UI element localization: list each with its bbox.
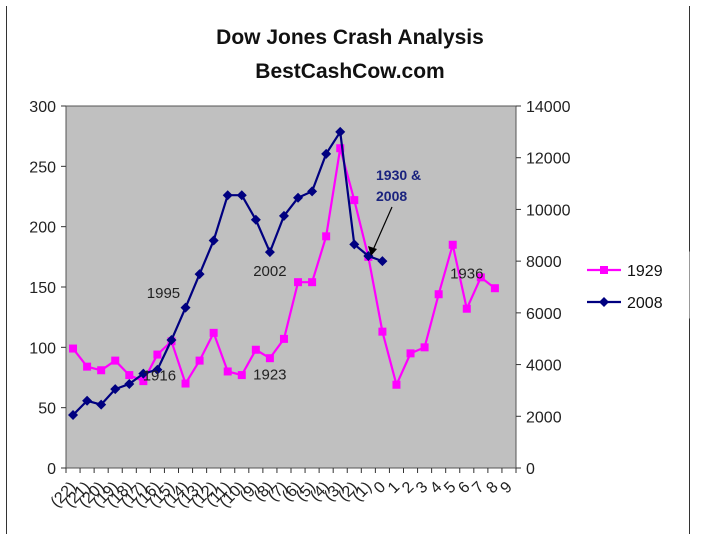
data-point-1929 <box>434 290 443 299</box>
data-point-2008 <box>264 247 275 258</box>
data-point-1929 <box>350 196 359 205</box>
data-point-2008 <box>208 235 219 246</box>
annotation-1995: 1995 <box>147 285 180 302</box>
data-point-1929 <box>265 354 274 363</box>
right-tick-label: 2000 <box>526 409 562 426</box>
data-point-2008 <box>321 148 332 159</box>
plot-area <box>65 105 517 469</box>
annotation-1923: 1923 <box>253 367 286 384</box>
data-point-1929 <box>462 304 471 313</box>
data-point-1929 <box>308 278 317 287</box>
data-point-2008 <box>278 210 289 221</box>
data-point-1929 <box>97 366 106 375</box>
annotation-1930-2008-line2: 2008 <box>376 188 407 204</box>
data-point-2008 <box>124 378 135 389</box>
data-point-1929 <box>153 350 162 359</box>
data-point-2008 <box>82 395 93 406</box>
data-point-1929 <box>490 284 499 293</box>
annotation-2002: 2002 <box>253 263 286 280</box>
annotation-1936: 1936 <box>450 266 483 283</box>
data-point-1929 <box>448 240 457 249</box>
data-point-1929 <box>420 343 429 352</box>
data-point-1929 <box>223 367 232 376</box>
data-point-1929 <box>378 327 387 336</box>
annotation-layer: 1995 1916 2002 1923 1930 & 2008 1936 <box>143 167 484 385</box>
series-layer <box>68 126 499 420</box>
data-point-1929 <box>476 273 485 282</box>
annotation-1930-2008: 1930 & <box>376 167 421 183</box>
data-point-2008 <box>138 368 149 379</box>
right-tick-label: 14000 <box>526 99 571 116</box>
chart-subtitle: BestCashCow.com <box>255 60 444 83</box>
data-point-2008 <box>96 399 107 410</box>
data-point-1929 <box>336 144 345 153</box>
right-tick-label: 12000 <box>526 151 571 168</box>
right-tick-label: 4000 <box>526 358 562 375</box>
data-point-2008 <box>180 302 191 313</box>
data-point-1929 <box>294 278 303 287</box>
legend: 1929 2008 <box>587 263 663 312</box>
right-tick-label: 8000 <box>526 254 562 271</box>
left-tick-label: 150 <box>29 280 56 297</box>
data-point-2008 <box>293 192 304 203</box>
data-point-2008 <box>349 239 360 250</box>
data-point-2008 <box>236 190 247 201</box>
data-point-2008 <box>194 269 205 280</box>
data-point-1929 <box>392 380 401 389</box>
right-tick-label: 0 <box>526 461 535 478</box>
data-point-1929 <box>195 356 204 365</box>
x-tick-label: 9 <box>497 479 515 497</box>
data-point-2008 <box>250 214 261 225</box>
left-tick-label: 200 <box>29 220 56 237</box>
data-point-1929 <box>181 379 190 388</box>
annotation-arrowhead <box>368 246 377 256</box>
data-point-1929 <box>209 328 218 337</box>
data-point-2008 <box>110 384 121 395</box>
legend-marker-2008 <box>599 297 609 307</box>
left-tick-label: 250 <box>29 159 56 176</box>
series-2008 <box>68 126 388 420</box>
series-1929 <box>69 144 499 389</box>
legend-box <box>580 251 690 319</box>
data-point-1929 <box>111 356 120 365</box>
data-point-1929 <box>83 362 92 371</box>
left-tick-label: 300 <box>29 99 56 116</box>
chart-title: Dow Jones Crash Analysis <box>216 26 484 49</box>
data-point-1929 <box>251 345 260 354</box>
data-point-2008 <box>335 126 346 137</box>
data-point-2008 <box>377 256 388 267</box>
data-point-1929 <box>69 344 78 353</box>
x-tick-label: (1) <box>349 479 375 505</box>
data-point-2008 <box>68 409 79 420</box>
data-point-1929 <box>406 349 415 358</box>
data-point-2008 <box>307 186 318 197</box>
data-point-1929 <box>237 371 246 380</box>
x-axis: (22)(21)(20)(19)(18)(17)(16)(15)(14)(13)… <box>48 468 517 511</box>
left-y-axis: 0 50 100 150 200 250 300 <box>29 99 66 478</box>
right-y-axis: 0 2000 4000 6000 8000 10000 12000 14000 <box>516 99 571 478</box>
left-tick-label: 50 <box>38 401 56 418</box>
data-point-2008 <box>152 364 163 375</box>
data-point-2008 <box>222 190 233 201</box>
annotation-1916: 1916 <box>143 368 176 385</box>
annotation-arrow <box>372 206 393 251</box>
left-tick-label: 100 <box>29 340 56 357</box>
left-tick-label: 0 <box>47 461 56 478</box>
right-tick-label: 10000 <box>526 202 571 219</box>
data-point-1929 <box>322 232 331 241</box>
right-tick-label: 6000 <box>526 306 562 323</box>
legend-label-2008: 2008 <box>627 295 663 312</box>
data-point-1929 <box>139 377 148 386</box>
data-point-1929 <box>279 334 288 343</box>
legend-label-1929: 1929 <box>627 263 663 280</box>
legend-marker-1929 <box>600 266 608 274</box>
data-point-1929 <box>125 371 134 380</box>
data-point-2008 <box>166 335 177 346</box>
